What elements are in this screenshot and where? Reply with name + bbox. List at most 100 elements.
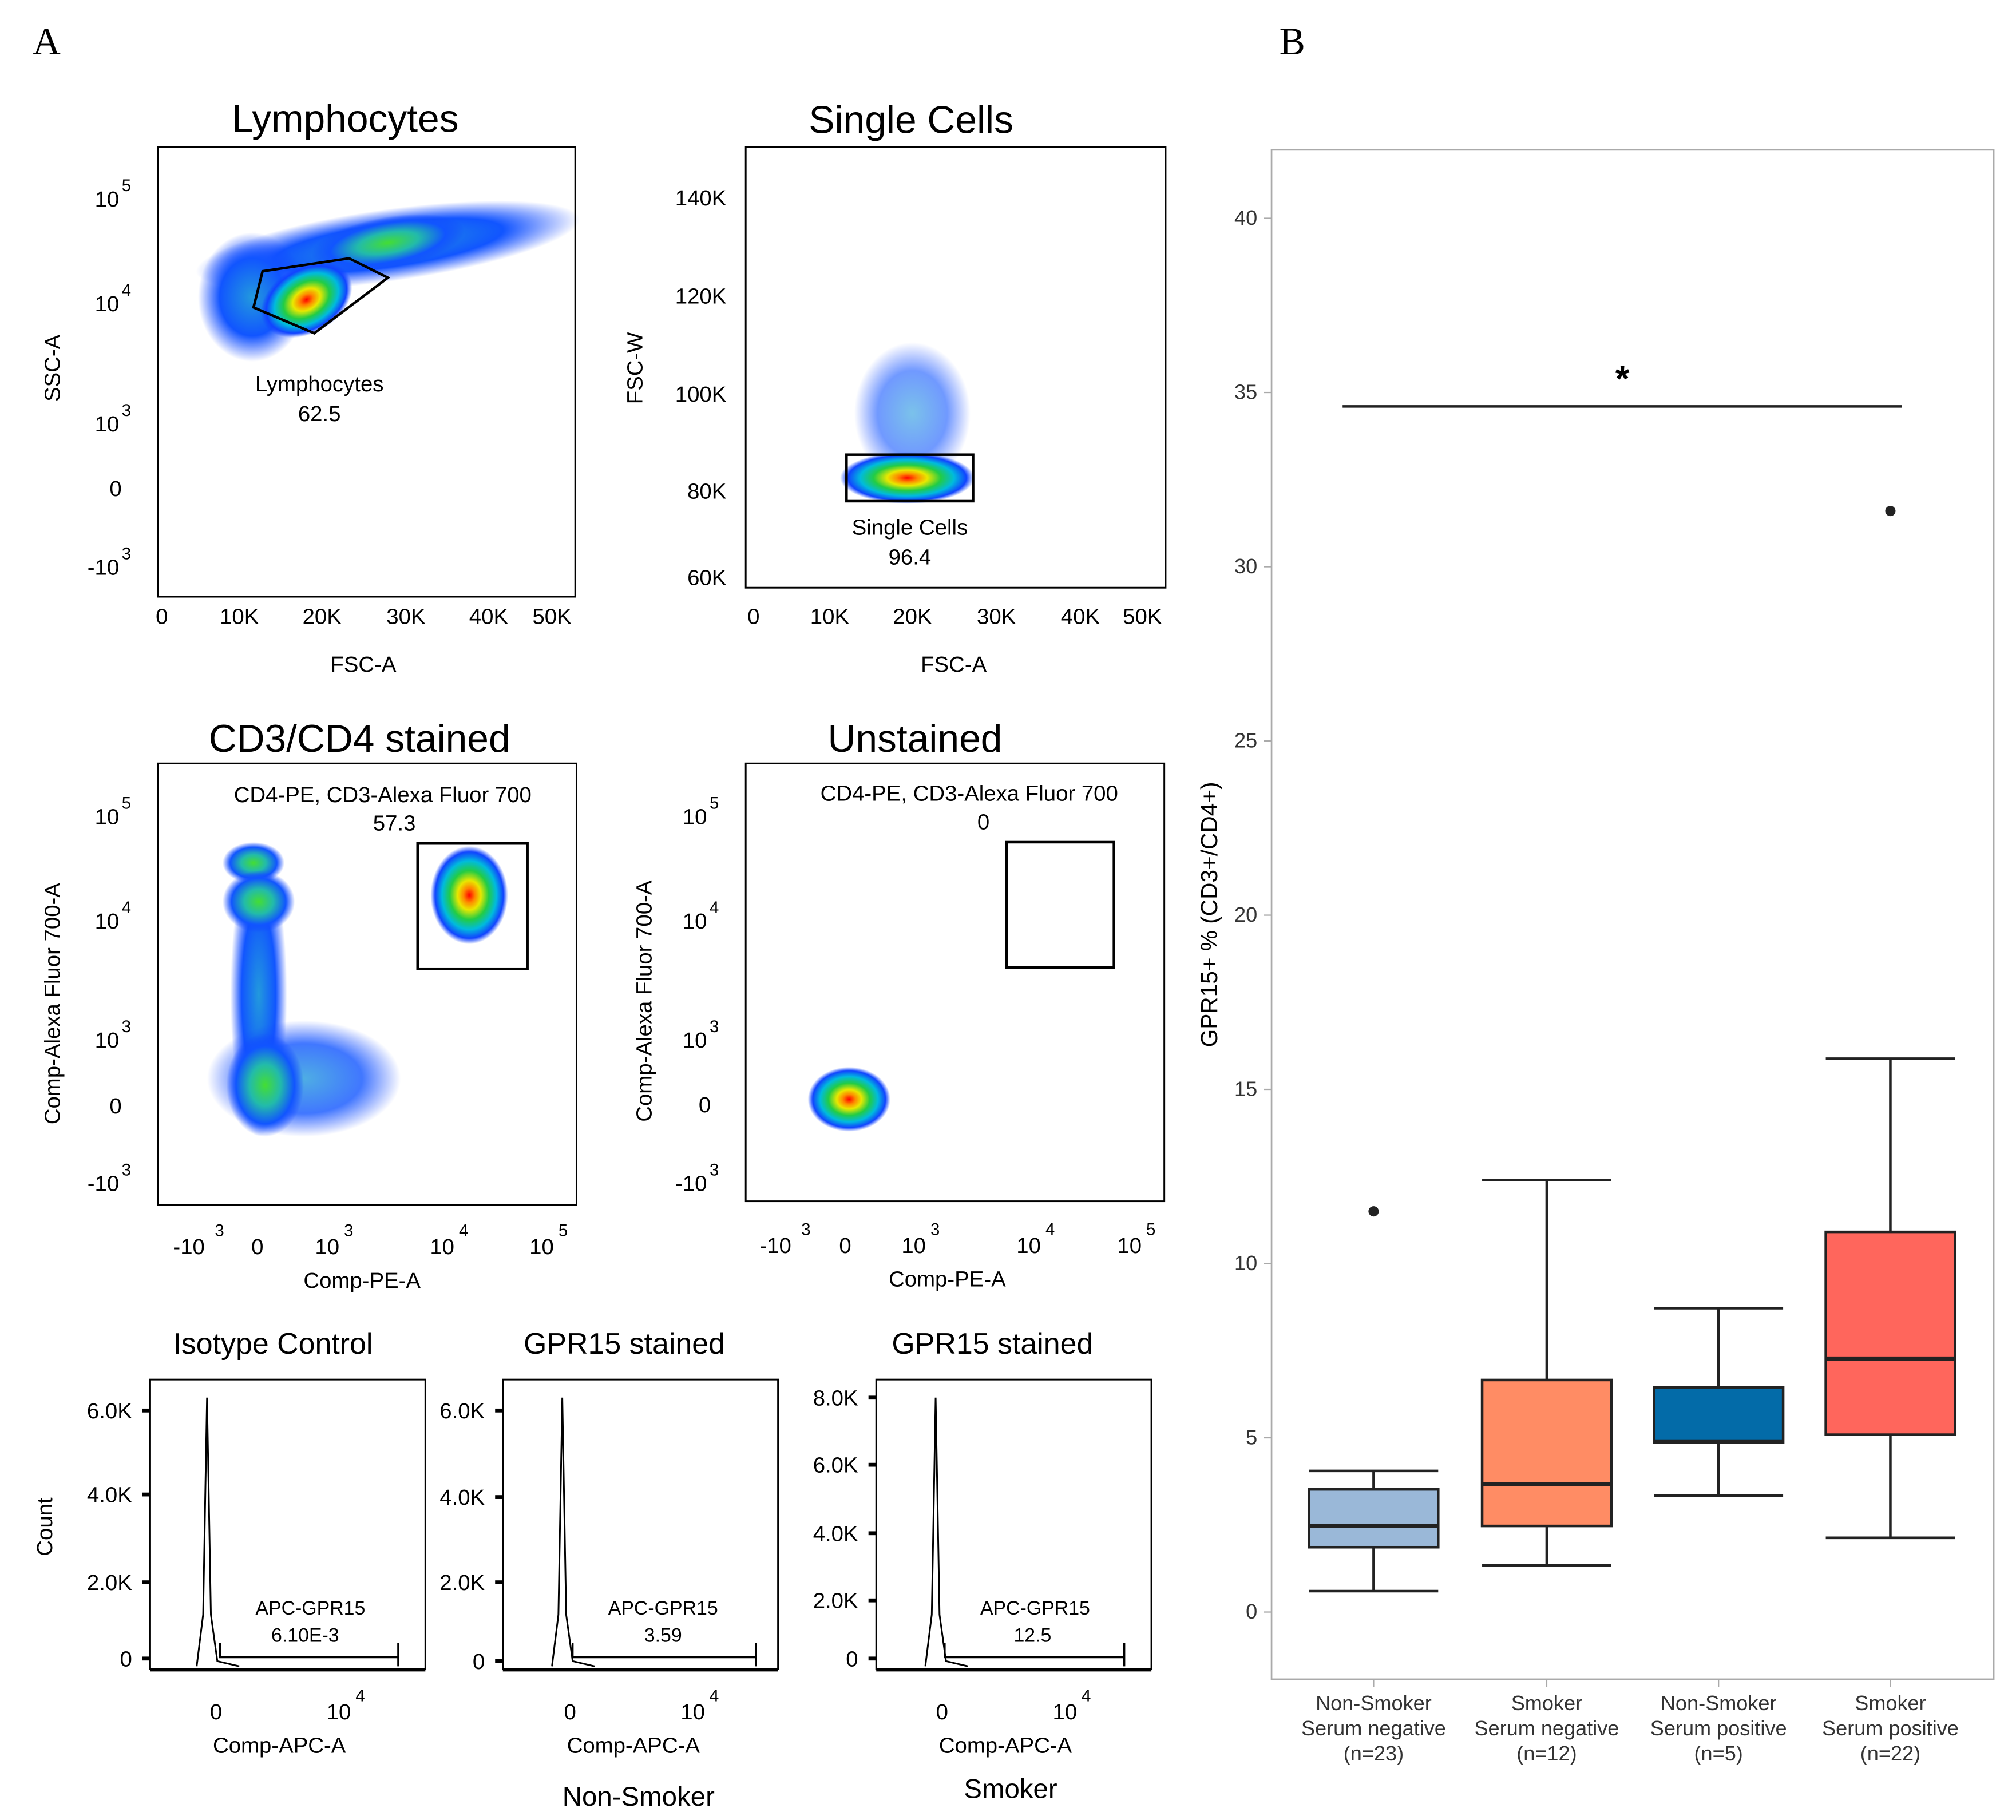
outlier-point <box>1885 506 1896 517</box>
x-tick-label: Non-Smoker <box>1661 1691 1777 1715</box>
x-tick-label: 10 <box>1052 1700 1077 1724</box>
y-tick-label: 30 <box>1234 554 1257 578</box>
gate-bar[interactable] <box>219 1643 399 1667</box>
svg-text:10: 10 <box>95 1028 120 1053</box>
gate-value: 6.10E-3 <box>271 1624 339 1646</box>
density-cloud <box>840 452 975 504</box>
svg-text:-10: -10 <box>88 556 119 580</box>
x-axis-label: FSC-A <box>921 652 987 677</box>
gate-name: APC-GPR15 <box>255 1597 365 1619</box>
svg-text:4: 4 <box>1045 1220 1055 1239</box>
x-tick-label: (n=12) <box>1516 1742 1577 1765</box>
y-tick-label: 4.0K <box>87 1483 132 1508</box>
x-ticks: 0 10K 20K 30K 40K 50K <box>747 604 1162 629</box>
x-tick-label: 0 <box>936 1700 948 1724</box>
x-tick-label: 4 <box>355 1686 365 1705</box>
x-axis-label: Comp-APC-A <box>567 1734 700 1758</box>
plot-title: Lymphocytes <box>232 97 458 140</box>
svg-text:10: 10 <box>1016 1234 1041 1258</box>
plot-title: Isotype Control <box>173 1327 373 1361</box>
svg-text:10: 10 <box>683 909 707 934</box>
x-tick-label: Serum negative <box>1474 1716 1619 1740</box>
gate-value: 12.5 <box>1013 1624 1051 1646</box>
plot-title: GPR15 stained <box>524 1327 725 1361</box>
gate-bar[interactable] <box>571 1643 757 1667</box>
svg-text:30K: 30K <box>977 604 1016 629</box>
box-iqr <box>1653 1386 1785 1444</box>
y-tick-label: 20 <box>1234 903 1257 926</box>
lymphocyte-gate[interactable] <box>252 257 391 335</box>
svg-text:0: 0 <box>251 1235 263 1259</box>
svg-text:3: 3 <box>801 1220 810 1239</box>
histogram-curve <box>551 1397 595 1667</box>
svg-text:4: 4 <box>710 898 719 917</box>
svg-text:4: 4 <box>122 281 131 300</box>
gate-name: Lymphocytes <box>255 372 384 396</box>
y-tick-label: 0 <box>473 1650 485 1674</box>
svg-text:10: 10 <box>901 1234 926 1258</box>
gate-value: 3.59 <box>644 1624 682 1646</box>
y-tick-label: 2.0K <box>813 1589 858 1613</box>
x-tick-label: (n=5) <box>1694 1742 1743 1765</box>
x-tick-label: 4 <box>710 1686 719 1705</box>
cd3-cd4-plot: CD3/CD4 stained CD4-PE, CD3-Alexa Fluor … <box>40 717 577 1293</box>
svg-text:3: 3 <box>122 1017 131 1036</box>
gate-name: Single Cells <box>852 516 968 540</box>
svg-text:40K: 40K <box>1061 604 1100 629</box>
svg-text:0: 0 <box>156 604 168 629</box>
x-tick-label: (n=23) <box>1344 1742 1404 1765</box>
y-tick-label: 2.0K <box>439 1571 485 1595</box>
svg-text:20K: 20K <box>893 604 932 629</box>
single-cells-gate[interactable] <box>845 453 975 503</box>
svg-text:0: 0 <box>747 604 759 629</box>
x-tick-label: Non-Smoker <box>1316 1691 1432 1715</box>
svg-text:140K: 140K <box>675 186 727 211</box>
cd4-cd3-gate[interactable] <box>416 842 529 970</box>
box-iqr <box>1480 1378 1613 1528</box>
svg-text:50K: 50K <box>532 604 572 629</box>
svg-text:10: 10 <box>95 412 120 437</box>
plot-frame <box>1270 149 1995 1680</box>
panel-label-b: B <box>1280 20 1305 63</box>
y-tick-label: 0 <box>846 1647 858 1671</box>
svg-text:4: 4 <box>459 1222 468 1240</box>
x-tick-label: 0 <box>564 1700 576 1724</box>
svg-text:10: 10 <box>315 1235 339 1259</box>
x-tick-label: 4 <box>1082 1686 1091 1705</box>
x-ticks: -103 0 103 104 105 <box>759 1220 1155 1258</box>
plot-title: Unstained <box>827 717 1002 760</box>
x-axis-label: Comp-PE-A <box>889 1267 1006 1292</box>
lymphocytes-plot: Lymphocytes Lymphocytes 62.5 105 104 103… <box>40 97 580 677</box>
svg-text:10K: 10K <box>220 604 259 629</box>
x-tick-label: 10 <box>680 1700 705 1724</box>
y-tick-label: 35 <box>1234 380 1257 403</box>
cd4-cd3-gate[interactable] <box>1005 840 1115 969</box>
svg-text:3: 3 <box>122 545 131 564</box>
x-axis-label: Comp-APC-A <box>213 1734 346 1758</box>
svg-text:10: 10 <box>95 187 120 212</box>
y-axis-label: Comp-Alexa Fluor 700-A <box>632 880 656 1122</box>
x-tick-label: Serum negative <box>1301 1716 1446 1740</box>
svg-text:5: 5 <box>559 1222 568 1240</box>
y-axis-label: FSC-W <box>623 332 648 404</box>
y-tick-label: 25 <box>1234 728 1257 752</box>
plot-title: GPR15 stained <box>892 1327 1093 1361</box>
density-cloud <box>807 1066 891 1132</box>
y-ticks: 105 104 103 0 -103 <box>675 794 719 1196</box>
gate-name: APC-GPR15 <box>608 1597 718 1619</box>
x-tick-label: Smoker <box>1855 1691 1926 1715</box>
x-tick-label: (n=22) <box>1860 1742 1920 1765</box>
x-tick-label: Smoker <box>1511 1691 1582 1715</box>
unstained-plot: Unstained CD4-PE, CD3-Alexa Fluor 700 0 … <box>632 717 1166 1292</box>
svg-text:0: 0 <box>109 1094 121 1119</box>
histogram-1: Isotype Control 6.0K 4.0K 2.0K 0 APC-GPR15 6.1… <box>87 1327 426 1758</box>
histogram-y-axis-label: Count <box>33 1497 57 1556</box>
svg-text:3: 3 <box>215 1222 224 1240</box>
y-axis-label: Comp-Alexa Fluor 700-A <box>40 883 65 1125</box>
y-tick-label: 6.0K <box>439 1399 485 1424</box>
gate-bar[interactable] <box>944 1643 1126 1667</box>
svg-text:10: 10 <box>683 804 707 829</box>
y-tick-label: 40 <box>1234 206 1257 229</box>
box-plot: GPR15+ % (CD3+/CD4+) 0 5 10 15 20 25 30 35 40 Non… <box>1196 149 1995 1765</box>
x-ticks: 0 10K 20K 30K 40K 50K <box>156 604 572 629</box>
